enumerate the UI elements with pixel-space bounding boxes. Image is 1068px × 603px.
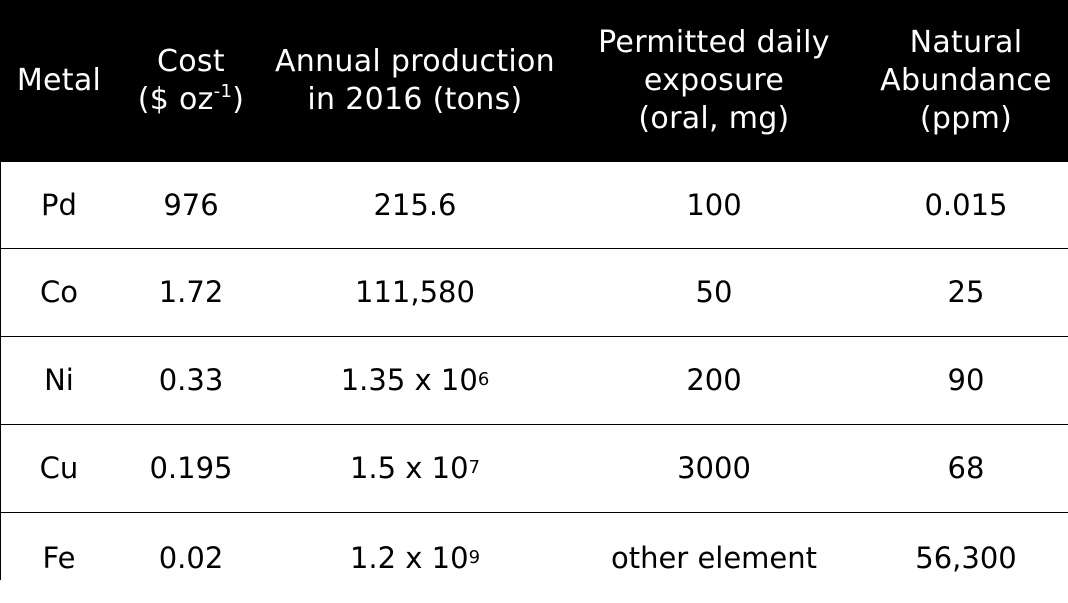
header-production-line2: in 2016 (tons) [307,81,523,117]
cell-exposure: other element [610,541,818,575]
header-exposure: Permitted daily exposure (oral, mg) [565,0,863,161]
cell-exposure: 100 [686,188,742,222]
cell-abundance: 56,300 [915,541,1017,575]
header-abundance: Natural Abundance (ppm) [863,0,1068,161]
header-production: Annual production in 2016 (tons) [265,0,565,161]
cell-exposure: 50 [695,275,733,309]
table-row: Co 1.72 111,580 50 25 [1,248,1068,335]
header-exposure-line2: exposure [643,62,785,98]
cell-cost: 1.72 [158,275,224,309]
cell-cost: 0.02 [158,541,224,575]
header-metal-label: Metal [16,62,102,98]
header-production-line1: Annual production [274,43,555,79]
header-cost-exponent: -1 [213,80,233,102]
cell-cost: 976 [163,188,219,222]
metal-comparison-table: Metal Cost ($ oz-1) Annual production in… [0,0,1068,580]
header-cost-line2: ($ oz-1) [138,81,245,119]
header-cost-line1: Cost [157,43,225,79]
header-abundance-line3: (ppm) [919,100,1013,136]
cell-metal: Co [40,275,78,309]
cell-production: 215.6 [265,162,565,248]
production-value: 1.2 x 10 [349,541,469,575]
production-value: 1.35 x 10 [340,363,478,397]
cell-production: 1.35 x 10 6 [340,363,490,397]
table-row: Cu 0.195 1.5 x 10 7 3000 68 [1,424,1068,511]
cell-cost: 0.195 [149,451,233,485]
cell-metal: Pd [41,188,77,222]
production-value: 111,580 [355,275,475,309]
table-row: Fe 0.02 1.2 x 10 9 other element 56,300 [1,512,1068,580]
table-header: Metal Cost ($ oz-1) Annual production in… [1,0,1068,161]
cell-metal: Ni [44,363,74,397]
header-cost-unit: ($ oz [137,81,214,117]
header-metal: Metal [1,0,117,161]
header-abundance-line2: Abundance [880,62,1052,98]
header-cost-close: ) [232,81,245,117]
table-row: Ni 0.33 1.35 x 10 6 200 90 [1,336,1068,423]
cell-production: 1.5 x 10 7 [349,451,481,485]
production-value: 215.6 [373,188,457,222]
cell-abundance: 68 [947,451,985,485]
header-abundance-line1: Natural [909,24,1023,60]
header-exposure-line1: Permitted daily [598,24,830,60]
header-exposure-line3: (oral, mg) [638,100,790,136]
cell-exposure: 200 [686,363,742,397]
production-value: 1.5 x 10 [349,451,469,485]
cell-cost: 0.33 [158,363,224,397]
cell-abundance: 0.015 [924,188,1008,222]
cell-production: 111,580 [265,249,565,335]
cell-production: 1.2 x 10 9 [349,541,481,575]
cell-abundance: 25 [947,275,985,309]
cell-exposure: 3000 [677,451,751,485]
cell-metal: Fe [42,541,76,575]
cell-abundance: 90 [947,363,985,397]
cell-metal: Cu [39,451,79,485]
header-cost: Cost ($ oz-1) [117,0,265,161]
table-row: Pd 976 215.6 100 0.015 [1,161,1068,248]
